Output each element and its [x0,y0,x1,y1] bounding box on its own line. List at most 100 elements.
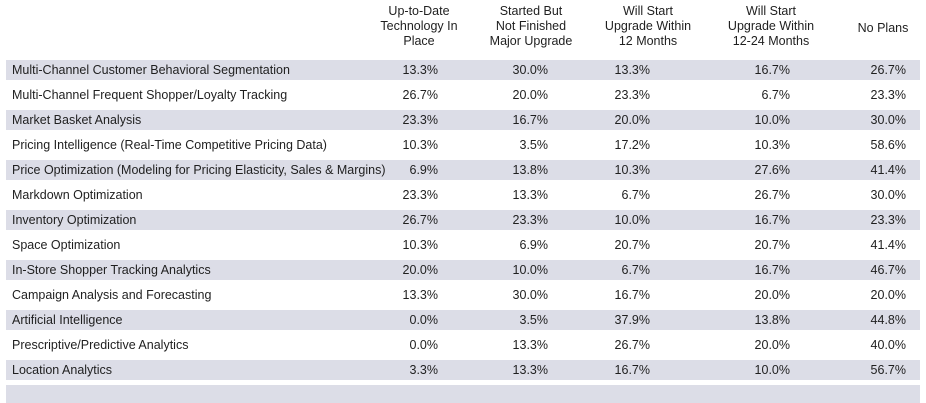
row-label: Artificial Intelligence [12,313,123,327]
column-header-line: Will Start [623,4,673,18]
value-cell: 41.4% [870,163,906,177]
table-row: In-Store Shopper Tracking Analytics 20.0%… [6,260,920,280]
row-label: Market Basket Analysis [12,113,142,127]
value-cell: 10.0% [754,113,790,127]
value-cell: 20.0% [614,113,650,127]
column-header: Will Start Upgrade Within 12 Months [593,4,703,49]
value-cell: 26.7% [754,188,790,202]
value-cell: 58.6% [870,138,906,152]
row-label: Campaign Analysis and Forecasting [12,288,212,302]
row-label: Inventory Optimization [12,213,137,227]
table-footer-band [6,385,920,403]
value-cell: 23.3% [870,213,906,227]
value-cell: 10.0% [614,213,650,227]
value-cell: 16.7% [754,213,790,227]
value-cell: 13.3% [402,288,438,302]
column-header: No Plans [843,21,923,36]
value-cell: 26.7% [402,213,438,227]
column-header-line: Started But [499,4,563,18]
value-cell: 16.7% [614,363,650,377]
value-cell: 20.7% [754,238,790,252]
column-header: Started But Not Finished Major Upgrade [476,4,586,49]
value-cell: 16.7% [614,288,650,302]
value-cell: 16.7% [512,113,548,127]
value-cell: 23.3% [402,188,438,202]
value-cell: 26.7% [402,88,438,102]
value-cell: 10.3% [754,138,790,152]
value-cell: 3.3% [409,363,439,377]
column-header-line: No Plans [857,21,909,35]
table-row: Multi-Channel Customer Behavioral Segmen… [6,60,920,80]
value-cell: 23.3% [870,88,906,102]
table-row: Markdown Optimization 23.3% 13.3% 6.7% 26.7%… [6,185,920,205]
row-label: Prescriptive/Predictive Analytics [12,338,189,352]
column-header-line: Place [403,34,435,48]
row-label: Price Optimization (Modeling for Pricing… [12,163,386,177]
row-label: Space Optimization [12,238,121,252]
value-cell: 10.0% [512,263,548,277]
value-cell: 17.2% [614,138,650,152]
value-cell: 23.3% [614,88,650,102]
value-cell: 13.3% [512,338,548,352]
value-cell: 6.7% [761,88,791,102]
value-cell: 3.5% [519,313,549,327]
table-row: Pricing Intelligence (Real-Time Competit… [6,135,920,155]
value-cell: 6.7% [621,263,651,277]
value-cell: 30.0% [512,288,548,302]
value-cell: 16.7% [754,263,790,277]
row-label: In-Store Shopper Tracking Analytics [12,263,211,277]
value-cell: 44.8% [870,313,906,327]
column-header-line: 12 Months [618,34,678,48]
table-row: Inventory Optimization 26.7% 23.3% 10.0% 16.… [6,210,920,230]
value-cell: 13.3% [614,63,650,77]
value-cell: 27.6% [754,163,790,177]
value-cell: 40.0% [870,338,906,352]
value-cell: 23.3% [512,213,548,227]
column-header-line: Upgrade Within [604,19,692,33]
row-label: Multi-Channel Customer Behavioral Segmen… [12,63,290,77]
row-label: Markdown Optimization [12,188,143,202]
column-header: Will Start Upgrade Within 12-24 Months [711,4,831,49]
row-label: Pricing Intelligence (Real-Time Competit… [12,138,327,152]
value-cell: 20.0% [754,338,790,352]
value-cell: 46.7% [870,263,906,277]
column-header: Up-to-Date Technology In Place [364,4,474,49]
value-cell: 13.3% [512,363,548,377]
value-cell: 20.0% [754,288,790,302]
column-header-line: 12-24 Months [732,34,810,48]
table-row: Location Analytics 3.3% 13.3% 16.7% 10.0% 56.… [6,360,920,380]
value-cell: 20.0% [870,288,906,302]
row-label: Multi-Channel Frequent Shopper/Loyalty T… [12,88,288,102]
value-cell: 56.7% [870,363,906,377]
value-cell: 13.8% [512,163,548,177]
value-cell: 6.9% [409,163,439,177]
column-header-line: Major Upgrade [489,34,573,48]
value-cell: 10.0% [754,363,790,377]
value-cell: 20.0% [402,263,438,277]
table-row: Market Basket Analysis 23.3% 16.7% 20.0% 10.… [6,110,920,130]
value-cell: 13.8% [754,313,790,327]
value-cell: 13.3% [402,63,438,77]
value-cell: 26.7% [870,63,906,77]
row-label: Location Analytics [12,363,113,377]
value-cell: 10.3% [614,163,650,177]
value-cell: 16.7% [754,63,790,77]
value-cell: 0.0% [409,338,439,352]
value-cell: 41.4% [870,238,906,252]
column-header-line: Will Start [746,4,796,18]
column-header-line: Technology In [380,19,458,33]
value-cell: 0.0% [409,313,439,327]
value-cell: 26.7% [614,338,650,352]
table-row: Artificial Intelligence 0.0% 3.5% 37.9% 13.8… [6,310,920,330]
value-cell: 30.0% [870,113,906,127]
table-row: Campaign Analysis and Forecasting 13.3% 30… [6,285,920,305]
value-cell: 37.9% [614,313,650,327]
column-header-line: Upgrade Within [727,19,815,33]
value-cell: 10.3% [402,138,438,152]
value-cell: 20.0% [512,88,548,102]
column-header-line: Up-to-Date [388,4,450,18]
table-row: Multi-Channel Frequent Shopper/Loyalty T… [6,85,920,105]
value-cell: 10.3% [402,238,438,252]
column-header-line: Not Finished [495,19,567,33]
